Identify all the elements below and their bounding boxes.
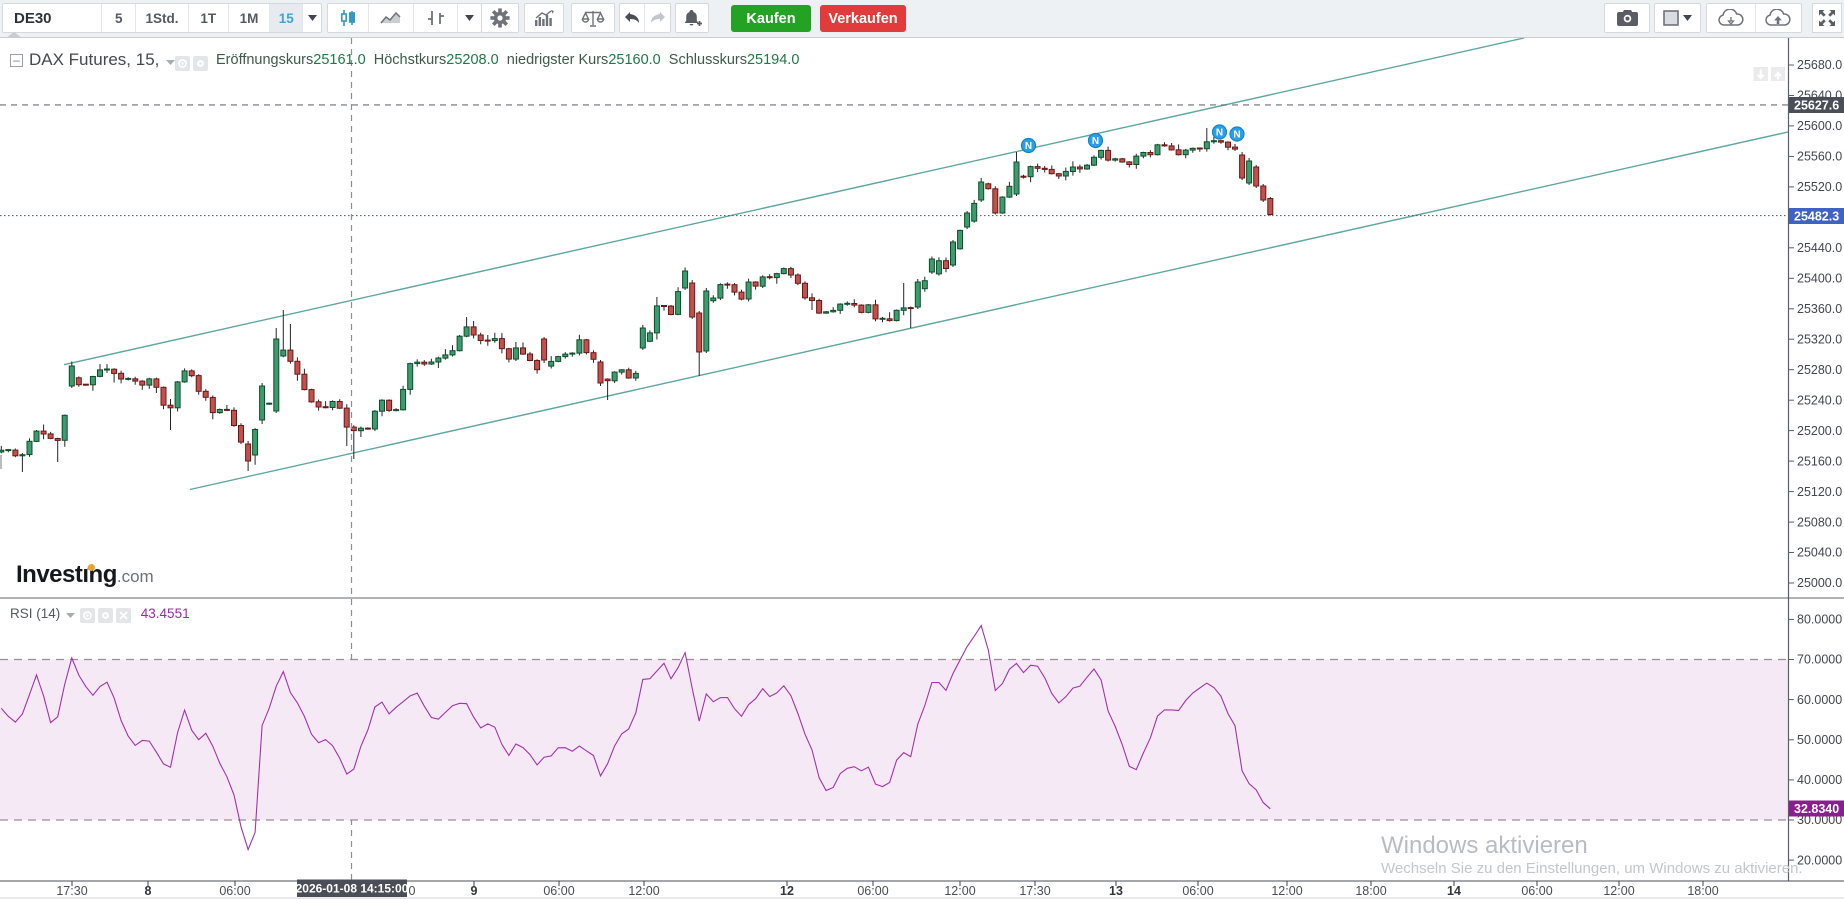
svg-text:25280.0: 25280.0 — [1797, 363, 1842, 377]
svg-text:12:00: 12:00 — [628, 884, 659, 898]
svg-text:25560.0: 25560.0 — [1797, 150, 1842, 164]
svg-text:30.0000: 30.0000 — [1797, 813, 1842, 827]
svg-text:12:00: 12:00 — [944, 884, 975, 898]
svg-text:06:00: 06:00 — [1182, 884, 1213, 898]
svg-text:25120.0: 25120.0 — [1797, 485, 1842, 499]
svg-text:25600.0: 25600.0 — [1797, 119, 1842, 133]
svg-text:25080.0: 25080.0 — [1797, 515, 1842, 529]
svg-text:18:00: 18:00 — [1687, 884, 1718, 898]
svg-text:50.0000: 50.0000 — [1797, 733, 1842, 747]
svg-text:17:30: 17:30 — [56, 884, 87, 898]
svg-text:25680.0: 25680.0 — [1797, 58, 1842, 72]
svg-text:06:00: 06:00 — [543, 884, 574, 898]
svg-text:9: 9 — [471, 884, 478, 898]
svg-text:25520.0: 25520.0 — [1797, 180, 1842, 194]
svg-text:25627.6: 25627.6 — [1794, 99, 1839, 113]
svg-text:13: 13 — [1109, 884, 1123, 898]
svg-text:12: 12 — [780, 884, 794, 898]
svg-text:N: N — [1092, 136, 1099, 147]
svg-text:25200.0: 25200.0 — [1797, 424, 1842, 438]
svg-text:25000.0: 25000.0 — [1797, 576, 1842, 590]
svg-text:25440.0: 25440.0 — [1797, 241, 1842, 255]
svg-text:25320.0: 25320.0 — [1797, 332, 1842, 346]
svg-text:8: 8 — [145, 884, 152, 898]
svg-text:25040.0: 25040.0 — [1797, 546, 1842, 560]
svg-text:18:00: 18:00 — [1355, 884, 1386, 898]
svg-text:40.0000: 40.0000 — [1797, 773, 1842, 787]
svg-text:80.0000: 80.0000 — [1797, 613, 1842, 627]
svg-text:06:00: 06:00 — [219, 884, 250, 898]
svg-text:06:00: 06:00 — [857, 884, 888, 898]
svg-text:25360.0: 25360.0 — [1797, 302, 1842, 316]
svg-text:12:00: 12:00 — [1603, 884, 1634, 898]
svg-text:14: 14 — [1447, 884, 1461, 898]
svg-text:25240.0: 25240.0 — [1797, 393, 1842, 407]
svg-text:06:00: 06:00 — [1521, 884, 1552, 898]
svg-text:12:00: 12:00 — [1271, 884, 1302, 898]
svg-text:20.0000: 20.0000 — [1797, 853, 1842, 867]
svg-text:N: N — [1233, 130, 1240, 141]
svg-text:17:30: 17:30 — [1019, 884, 1050, 898]
svg-text:N: N — [1025, 141, 1032, 152]
svg-text:0: 0 — [409, 884, 416, 898]
svg-text:70.0000: 70.0000 — [1797, 653, 1842, 667]
svg-text:60.0000: 60.0000 — [1797, 693, 1842, 707]
svg-text:2026-01-08 14:15:00: 2026-01-08 14:15:00 — [296, 882, 409, 896]
svg-text:25400.0: 25400.0 — [1797, 272, 1842, 286]
svg-text:32.8340: 32.8340 — [1794, 802, 1839, 816]
svg-text:N: N — [1216, 128, 1223, 139]
svg-text:25160.0: 25160.0 — [1797, 454, 1842, 468]
svg-text:25482.3: 25482.3 — [1794, 210, 1839, 224]
